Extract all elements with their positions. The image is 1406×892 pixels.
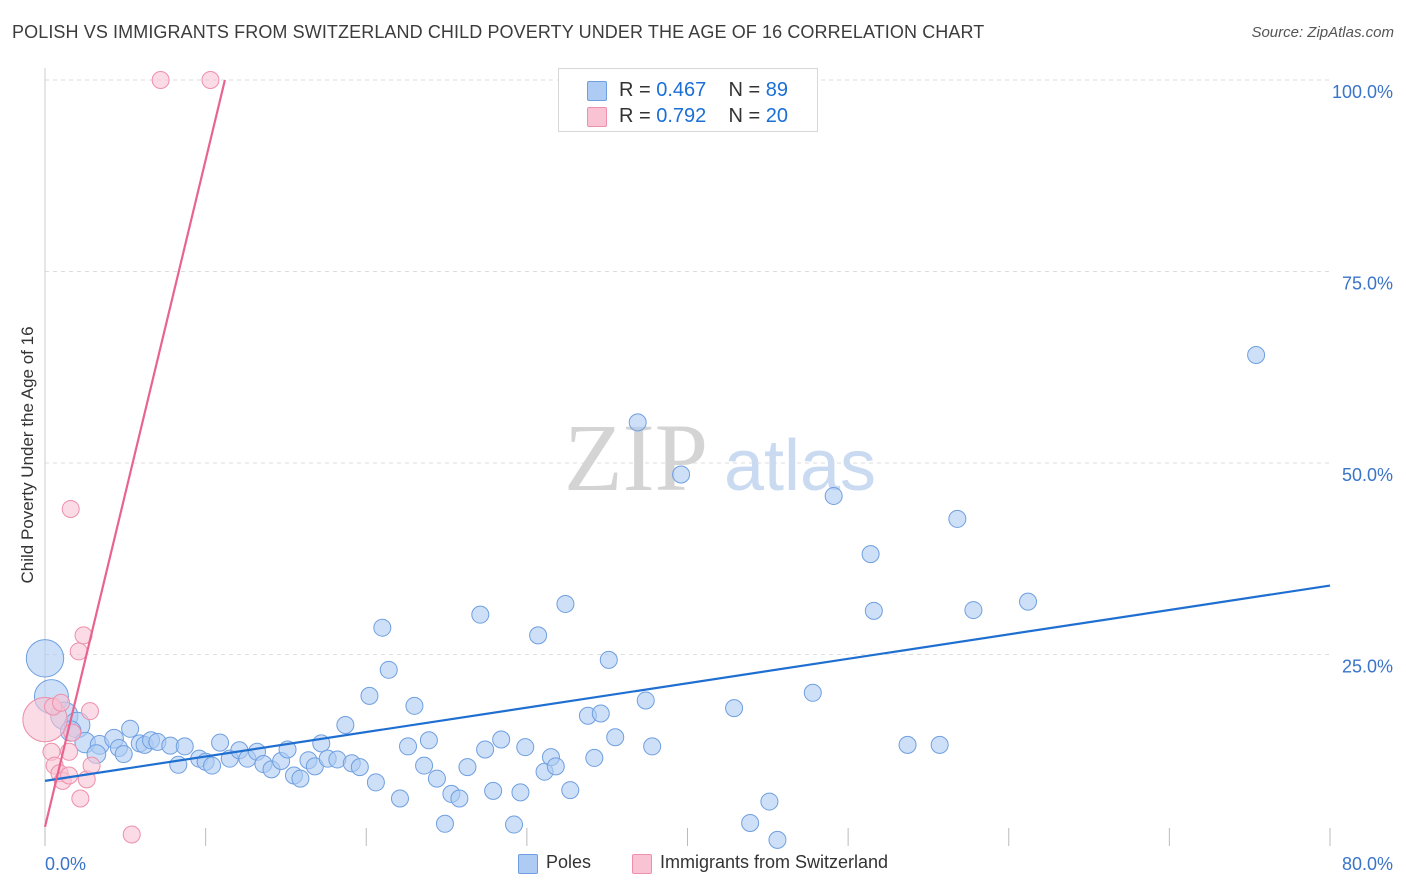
n-value-poles: 89 xyxy=(765,79,789,101)
y-axis-label: Child Poverty Under the Age of 16 xyxy=(18,326,37,584)
trend-line-poles xyxy=(44,584,1331,782)
poles-point xyxy=(725,699,744,718)
poles-swatch xyxy=(587,81,607,101)
y-tick-label: 100.0% xyxy=(1332,82,1393,102)
poles-point xyxy=(511,783,530,802)
poles-point xyxy=(471,605,490,624)
series-swiss xyxy=(22,71,220,844)
n-value-swiss: 20 xyxy=(765,105,789,127)
poles-point xyxy=(1019,592,1038,611)
poles-point xyxy=(291,769,310,788)
r-label: R = xyxy=(619,79,651,101)
poles-point xyxy=(864,601,883,620)
swiss-swatch xyxy=(632,854,652,874)
watermark-atlas: atlas xyxy=(724,426,876,506)
poles-point xyxy=(768,830,787,849)
poles-point xyxy=(643,737,662,756)
swiss-point xyxy=(201,71,220,89)
poles-point xyxy=(505,815,524,834)
tick-labels: 25.0% 50.0% 75.0% 100.0% 0.0% 80.0% xyxy=(45,82,1393,874)
poles-point xyxy=(390,789,409,808)
n-label: N = xyxy=(728,79,761,101)
poles-swatch xyxy=(518,854,538,874)
x-tick-label: 0.0% xyxy=(45,854,86,874)
poles-point xyxy=(25,639,65,678)
poles-point xyxy=(415,756,434,775)
chart-title: POLISH VS IMMIGRANTS FROM SWITZERLAND CH… xyxy=(12,22,985,42)
poles-point xyxy=(350,758,369,777)
poles-point xyxy=(930,735,949,754)
poles-point xyxy=(399,737,418,756)
y-tick-label: 75.0% xyxy=(1342,274,1393,294)
poles-point xyxy=(760,792,779,811)
poles-point xyxy=(803,683,822,702)
x-tick-label: 80.0% xyxy=(1342,854,1393,874)
poles-point xyxy=(336,715,355,734)
swiss-point xyxy=(82,756,101,775)
poles-point xyxy=(476,740,495,759)
poles-point xyxy=(435,814,454,833)
r-value-swiss: 0.792 xyxy=(656,105,707,127)
poles-point xyxy=(360,686,379,705)
legend-label-swiss: Immigrants from Switzerland xyxy=(660,852,889,872)
poles-point xyxy=(373,618,392,637)
poles-point xyxy=(964,601,983,620)
poles-point xyxy=(636,691,655,710)
poles-point xyxy=(561,781,580,800)
poles-point xyxy=(1247,345,1266,364)
source-credit: Source: ZipAtlas.com xyxy=(1251,24,1394,41)
grid-lines xyxy=(45,79,1330,655)
poles-point xyxy=(458,758,477,777)
poles-point xyxy=(366,773,385,792)
poles-point xyxy=(114,745,133,764)
trend-line-swiss xyxy=(43,79,226,828)
r-value-poles: 0.467 xyxy=(656,79,707,101)
poles-point xyxy=(672,465,691,484)
swiss-point xyxy=(69,642,88,661)
poles-point xyxy=(861,545,880,564)
poles-point xyxy=(546,757,565,776)
poles-point xyxy=(203,756,222,775)
swiss-point xyxy=(122,825,141,844)
poles-point xyxy=(419,731,438,750)
poles-point xyxy=(175,737,194,756)
poles-point xyxy=(824,486,843,505)
r-label: R = xyxy=(619,105,651,127)
correlation-legend: R = 0.467 N = 89 R = 0.792 N = 20 xyxy=(558,68,818,132)
poles-point xyxy=(591,704,610,723)
trend-lines xyxy=(43,79,1331,828)
poles-point xyxy=(211,733,230,752)
poles-point xyxy=(492,730,511,749)
poles-point xyxy=(606,728,625,747)
swiss-point xyxy=(61,499,80,518)
y-tick-label: 50.0% xyxy=(1342,465,1393,485)
poles-point xyxy=(628,413,647,432)
n-label: N = xyxy=(728,105,761,127)
y-tick-label: 25.0% xyxy=(1342,657,1393,677)
poles-point xyxy=(898,735,917,754)
legend-label-poles: Poles xyxy=(546,852,592,872)
swiss-point xyxy=(151,71,170,89)
swiss-point xyxy=(52,693,71,712)
swiss-point xyxy=(80,702,99,721)
poles-point xyxy=(556,594,575,613)
poles-point xyxy=(484,781,503,800)
series-poles xyxy=(25,345,1266,849)
poles-point xyxy=(450,789,469,808)
poles-point xyxy=(121,719,140,738)
poles-point xyxy=(585,748,604,767)
poles-point xyxy=(516,738,535,757)
poles-point xyxy=(599,650,618,669)
swiss-point xyxy=(71,789,90,808)
poles-point xyxy=(741,814,760,833)
poles-point xyxy=(405,696,424,715)
series-legend: Poles Immigrants from Switzerland xyxy=(0,852,1406,876)
poles-point xyxy=(948,509,967,528)
poles-point xyxy=(529,626,548,645)
poles-point xyxy=(379,660,398,679)
poles-point xyxy=(427,769,446,788)
swiss-swatch xyxy=(587,107,607,127)
